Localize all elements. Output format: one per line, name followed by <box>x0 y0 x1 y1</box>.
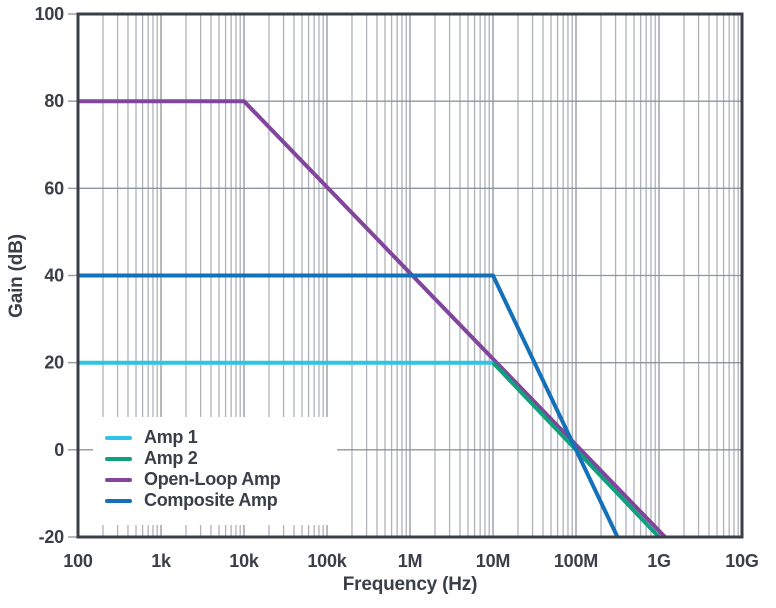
legend-label: Amp 2 <box>144 448 198 468</box>
legend-item-composite-amp: Composite Amp <box>93 490 337 511</box>
x-tick-label: 1M <box>398 551 423 571</box>
y-tick-label: 100 <box>35 4 65 24</box>
x-tick-label: 100M <box>554 551 598 571</box>
legend-item-open-loop-amp: Open-Loop Amp <box>93 469 337 490</box>
y-tick-label: -20 <box>39 527 65 547</box>
y-axis-label: Gain (dB) <box>6 234 27 318</box>
x-tick-label: 1G <box>647 551 671 571</box>
x-tick-label: 100k <box>307 551 347 571</box>
plot-frame <box>76 12 744 539</box>
x-tick-label: 10G <box>725 551 758 571</box>
y-tick-label: 0 <box>54 440 64 460</box>
x-tick-label: 10k <box>229 551 260 571</box>
y-tick-label: 20 <box>44 353 64 373</box>
x-axis-label: Frequency (Hz) <box>343 574 477 595</box>
x-tick-label: 10M <box>476 551 510 571</box>
y-tick-label: 60 <box>44 178 64 198</box>
x-tick-label: 1k <box>151 551 172 571</box>
y-tick-label: 40 <box>44 266 64 286</box>
legend-label: Composite Amp <box>144 490 278 510</box>
series-line-composite-amp <box>78 273 620 538</box>
tick-labels: 100 1k 10k 100k 1M 10M 100M 1G 10G 100 80 60 40 20 0 -2… <box>35 4 759 571</box>
legend-swatch-icon <box>105 456 132 461</box>
legend-item-amp-1: Amp 1 <box>93 427 337 448</box>
legend-swatch-icon <box>105 498 132 503</box>
legend: Amp 1 Amp 2 Open-Loop Amp Composite Amp <box>93 417 337 525</box>
legend-item-amp-2: Amp 2 <box>93 448 337 469</box>
legend-swatch-icon <box>105 435 132 440</box>
x-tick-label: 100 <box>63 551 93 571</box>
legend-swatch-icon <box>105 477 132 482</box>
series-lines <box>78 99 667 539</box>
series-line-open-loop-amp <box>78 99 667 539</box>
y-tick-label: 80 <box>44 91 64 111</box>
legend-label: Open-Loop Amp <box>144 469 281 489</box>
legend-label: Amp 1 <box>144 427 198 447</box>
y-axis-ticks <box>68 13 77 538</box>
